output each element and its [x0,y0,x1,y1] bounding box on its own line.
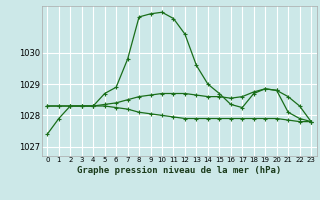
X-axis label: Graphe pression niveau de la mer (hPa): Graphe pression niveau de la mer (hPa) [77,166,281,175]
